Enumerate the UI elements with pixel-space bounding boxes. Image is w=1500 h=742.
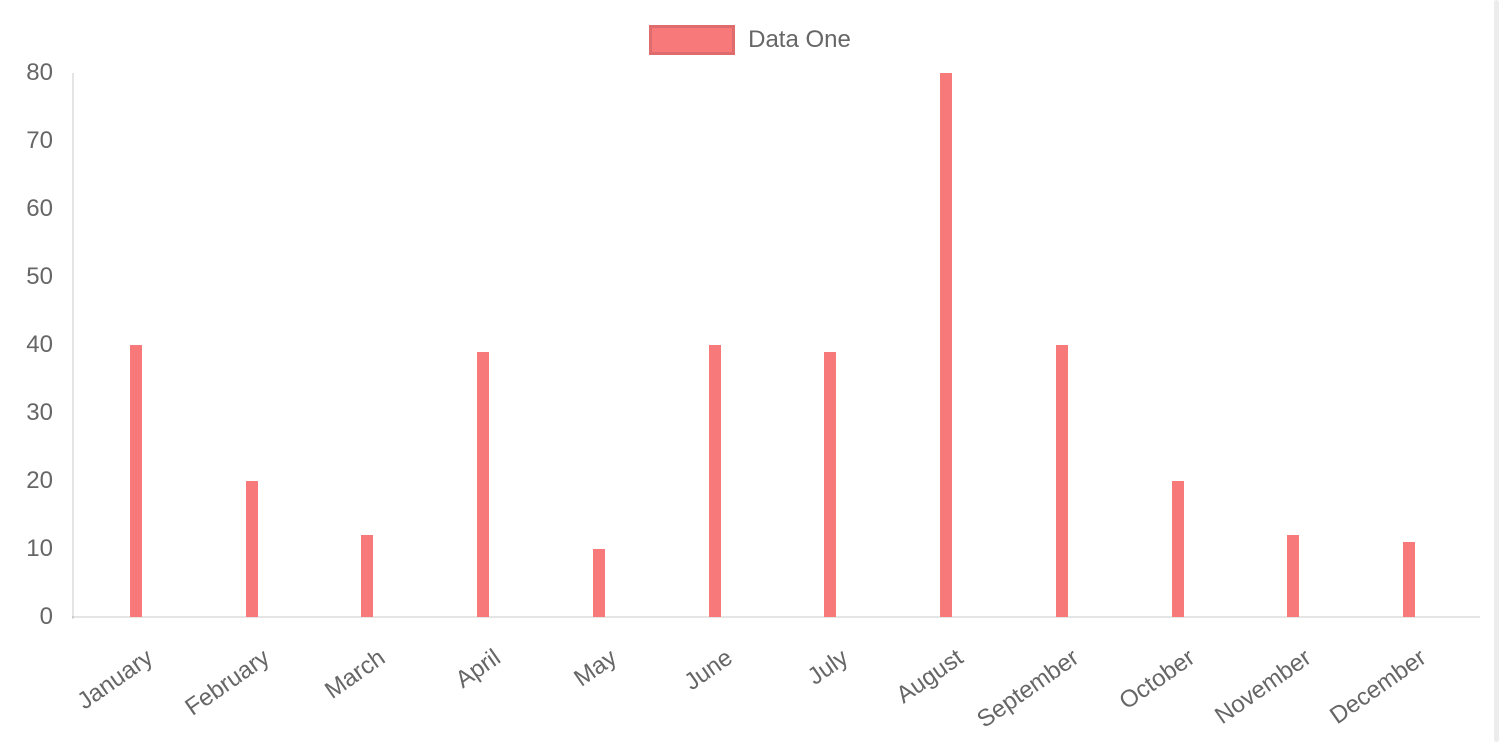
legend-label: Data One	[748, 26, 851, 53]
scrollbar[interactable]	[1494, 0, 1499, 742]
bar-column	[1351, 73, 1467, 617]
bar-october[interactable]	[1171, 481, 1184, 617]
bar-column	[541, 73, 657, 617]
bar-column	[1236, 73, 1352, 617]
bar-column	[1004, 73, 1120, 617]
y-tick-label: 60	[26, 195, 53, 222]
y-tick-label: 70	[26, 127, 53, 154]
plot-area[interactable]	[78, 73, 1467, 617]
x-tick-label: November	[1209, 644, 1316, 730]
bar-column	[657, 73, 773, 617]
legend-swatch	[649, 25, 736, 55]
bar-june[interactable]	[708, 345, 721, 617]
y-tick-label: 20	[26, 467, 53, 494]
x-tick-label: April	[450, 644, 506, 694]
x-tick-label: January	[72, 644, 159, 716]
bar-november[interactable]	[1287, 535, 1300, 617]
bar-march[interactable]	[361, 535, 374, 617]
x-tick-label: May	[568, 644, 622, 693]
bar-column	[78, 73, 194, 617]
x-tick-label: December	[1325, 644, 1432, 730]
x-axis-line	[72, 616, 1480, 618]
bar-column	[194, 73, 310, 617]
bar-column	[310, 73, 426, 617]
bar-column	[1120, 73, 1236, 617]
bar-august[interactable]	[940, 73, 953, 617]
bar-february[interactable]	[245, 481, 258, 617]
x-tick-label: August	[891, 644, 969, 709]
y-tick-label: 50	[26, 263, 53, 290]
x-tick-label: July	[802, 644, 853, 691]
bar-column	[773, 73, 889, 617]
bar-column	[425, 73, 541, 617]
y-tick-label: 80	[26, 59, 53, 86]
bar-january[interactable]	[129, 345, 142, 617]
y-axis: 0 10 20 30 40 50 60 70 80	[0, 59, 53, 630]
bar-september[interactable]	[1055, 345, 1068, 617]
bar-july[interactable]	[824, 351, 837, 617]
chart-legend: Data One	[0, 25, 1500, 55]
bar-may[interactable]	[592, 549, 605, 617]
y-tick-label: 10	[26, 535, 53, 562]
y-axis-line	[72, 73, 74, 619]
x-tick-label: October	[1114, 644, 1201, 716]
y-tick-label: 0	[39, 603, 53, 630]
x-tick-label: February	[179, 644, 275, 722]
x-tick-label: March	[319, 644, 390, 705]
legend-item-data-one[interactable]: Data One	[649, 25, 851, 55]
x-tick-label: June	[678, 644, 738, 696]
bar-april[interactable]	[477, 351, 490, 617]
x-axis-labels: January February March April May June July Augu…	[73, 643, 1467, 742]
bar-december[interactable]	[1403, 542, 1416, 617]
bar-column	[888, 73, 1004, 617]
y-tick-label: 30	[26, 399, 53, 426]
x-tick-label: September	[972, 644, 1085, 734]
y-tick-label: 40	[26, 331, 53, 358]
